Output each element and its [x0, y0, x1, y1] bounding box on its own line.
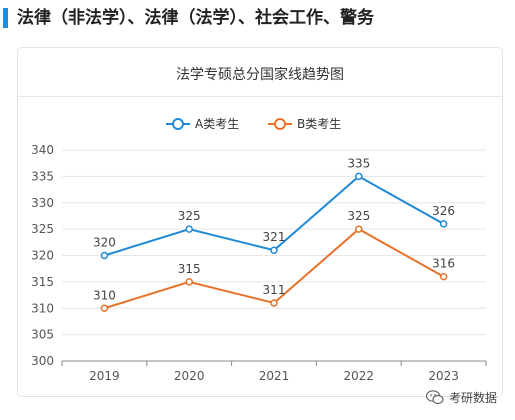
y-tick-label: 330	[31, 196, 54, 210]
data-label: 326	[432, 204, 455, 218]
x-tick-label: 2021	[259, 369, 290, 383]
y-tick-label: 305	[31, 328, 54, 342]
x-tick-label: 2019	[89, 369, 120, 383]
y-tick-label: 340	[31, 143, 54, 157]
y-tick-label: 325	[31, 222, 54, 236]
data-point	[185, 225, 193, 233]
legend-label: B类考生	[297, 117, 341, 131]
data-point	[355, 225, 363, 233]
x-tick-label: 2020	[174, 369, 205, 383]
legend-marker	[172, 118, 184, 130]
data-label: 335	[347, 156, 370, 170]
y-tick-label: 310	[31, 301, 54, 315]
y-tick-label: 335	[31, 169, 54, 183]
section-header: 法律（非法学）、法律（法学）、社会工作、警务	[0, 5, 515, 31]
y-tick-label: 300	[31, 354, 54, 368]
data-point	[355, 172, 363, 181]
y-tick-label: 320	[31, 249, 54, 263]
watermark: 考研数据	[426, 386, 497, 408]
watermark-text: 考研数据	[449, 390, 498, 405]
data-label: 315	[178, 262, 201, 276]
chart-title: 法学专硕总分国家线趋势图	[176, 67, 344, 83]
legend-marker	[274, 118, 286, 130]
x-tick-label: 2023	[428, 369, 459, 383]
title-divider	[18, 96, 502, 97]
data-point	[185, 278, 193, 286]
data-label: 310	[93, 288, 116, 302]
accent-bar	[3, 8, 8, 28]
data-point	[439, 272, 448, 281]
data-point	[439, 220, 448, 228]
x-tick-label: 2022	[344, 369, 375, 383]
section-title: 法律（非法学）、法律（法学）、社会工作、警务	[17, 8, 374, 28]
data-label: 311	[263, 283, 286, 297]
data-point	[270, 299, 278, 307]
data-point	[100, 304, 109, 312]
data-point	[100, 251, 109, 260]
chart-card: 法学专硕总分国家线趋势图	[17, 47, 503, 397]
wechat-icon	[426, 389, 444, 404]
data-point	[270, 246, 278, 254]
y-tick-label: 315	[31, 275, 54, 289]
data-label: 316	[432, 257, 455, 271]
data-label: 325	[347, 209, 370, 223]
data-label: 325	[178, 209, 201, 223]
data-label: 321	[263, 230, 286, 244]
data-label: 320	[93, 236, 116, 250]
legend-label: A类考生	[195, 117, 239, 131]
